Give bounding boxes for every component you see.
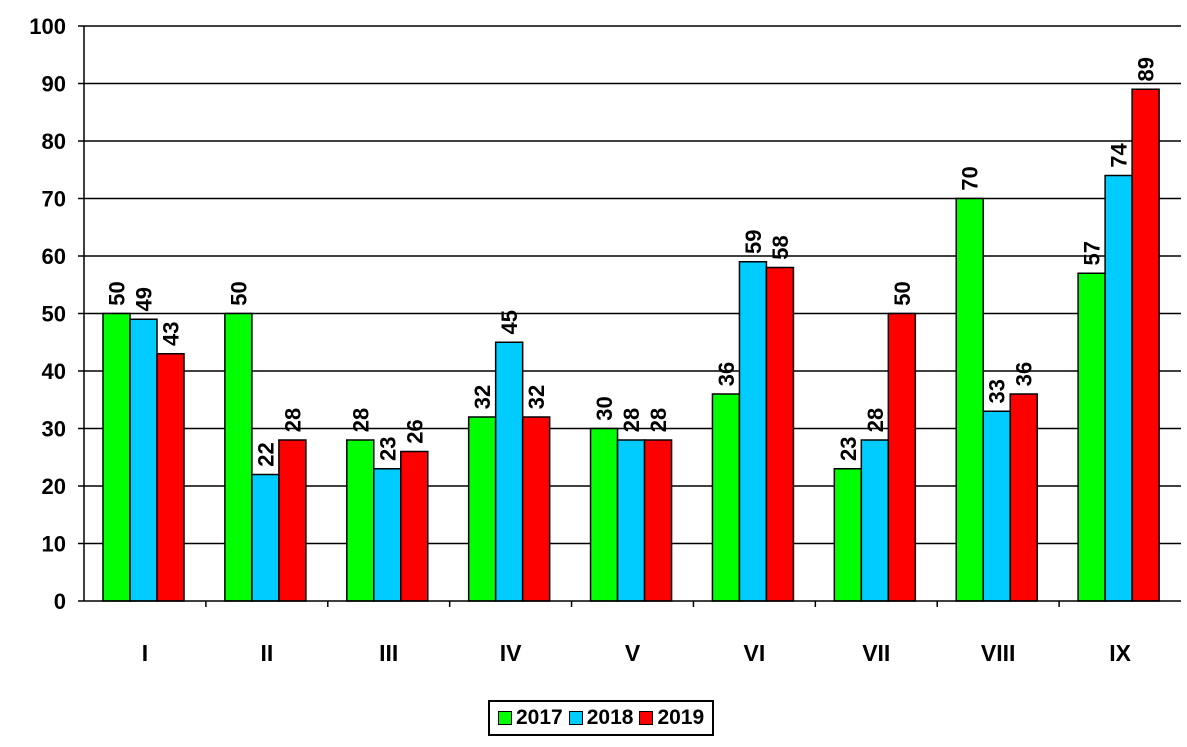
x-tick-label-IV: IV — [500, 640, 522, 666]
data-label-2019-VII: 50 — [890, 281, 915, 305]
y-tick-label-30: 30 — [42, 417, 66, 442]
bar-2019-V — [643, 439, 673, 602]
bar-2019-IX — [1131, 88, 1160, 602]
data-label-2018-VII: 28 — [863, 408, 888, 432]
bar-2018-II — [251, 473, 280, 602]
bar-2019-II — [278, 439, 307, 602]
bar-2017-IV — [467, 416, 497, 602]
data-label-2019-I: 43 — [159, 322, 184, 346]
data-label-2017-III: 28 — [348, 408, 373, 432]
legend: 2017 2018 2019 — [488, 700, 715, 736]
y-tick-label-60: 60 — [42, 244, 66, 269]
legend-label-2018: 2018 — [586, 706, 634, 729]
y-tick-label-20: 20 — [42, 474, 66, 499]
bar-2017-II — [224, 312, 253, 602]
y-tick-label-0: 0 — [54, 589, 66, 614]
data-label-2018-IV: 45 — [497, 310, 522, 334]
legend-item-2018: 2018 — [568, 706, 634, 730]
bar-2017-VI — [711, 393, 741, 602]
legend-label-2019: 2019 — [657, 706, 705, 729]
bar-2018-V — [616, 439, 646, 602]
bar-2018-IV — [494, 341, 524, 602]
bar-2018-VIII — [982, 410, 1011, 602]
x-tick-label-IX: IX — [1109, 640, 1131, 666]
y-tick-label-40: 40 — [42, 359, 66, 384]
x-tick-label-III: III — [379, 640, 398, 666]
y-tick-label-100: 100 — [29, 14, 66, 39]
bar-2017-VIII — [955, 197, 984, 602]
legend-item-2019: 2019 — [639, 706, 704, 730]
data-label-2018-VI: 59 — [741, 230, 766, 254]
data-label-2017-VII: 23 — [836, 437, 861, 461]
bar-2019-VII — [887, 312, 917, 602]
legend-swatch-2017 — [498, 711, 512, 725]
bar-2019-III — [400, 450, 429, 602]
bar-2017-III — [346, 439, 375, 602]
bar-2018-VII — [860, 439, 890, 602]
bar-2019-IV — [521, 416, 551, 602]
x-tick-label-V: V — [625, 640, 641, 666]
data-label-2017-IX: 57 — [1080, 241, 1105, 265]
data-label-2017-V: 30 — [592, 396, 617, 420]
y-tick-label-80: 80 — [42, 129, 66, 154]
x-tick-label-VIII: VIII — [981, 640, 1016, 666]
bar-2017-I — [102, 312, 131, 602]
x-tick-label-VI: VI — [744, 640, 766, 666]
bar-2019-VIII — [1009, 393, 1038, 602]
data-label-2019-V: 28 — [646, 408, 671, 432]
data-label-2018-II: 22 — [253, 442, 278, 466]
y-tick-label-10: 10 — [42, 532, 66, 557]
bar-2019-VI — [765, 266, 795, 602]
data-label-2019-VI: 58 — [768, 235, 793, 259]
bar-2017-V — [589, 427, 619, 602]
y-tick-label-50: 50 — [42, 302, 66, 327]
x-tick-label-VII: VII — [862, 640, 890, 666]
legend-item-2017: 2017 — [498, 706, 563, 730]
y-tick-label-90: 90 — [42, 72, 66, 97]
data-label-2018-V: 28 — [619, 408, 644, 432]
bar-2018-VI — [738, 261, 768, 602]
x-tick-label-II: II — [260, 640, 273, 666]
data-label-2017-VIII: 70 — [958, 166, 983, 190]
data-label-2019-IX: 89 — [1134, 57, 1159, 81]
legend-label-2017: 2017 — [516, 706, 563, 729]
bar-2017-VII — [833, 468, 863, 602]
data-label-2017-IV: 32 — [470, 385, 495, 409]
data-label-2017-II: 50 — [226, 281, 251, 305]
data-label-2017-VI: 36 — [714, 362, 739, 386]
x-tick-label-I: I — [142, 640, 148, 666]
data-label-2018-III: 23 — [375, 437, 400, 461]
data-label-2019-VIII: 36 — [1012, 362, 1037, 386]
y-tick-label-70: 70 — [42, 187, 66, 212]
legend-swatch-2018 — [568, 711, 583, 725]
bar-2018-IX — [1104, 174, 1133, 602]
data-label-2019-IV: 32 — [524, 385, 549, 409]
bar-2019-I — [156, 353, 185, 602]
data-label-2019-III: 26 — [402, 419, 427, 443]
bar-2018-I — [129, 318, 158, 602]
data-label-2017-I: 50 — [105, 281, 130, 305]
bar-2018-III — [373, 468, 402, 602]
data-label-2019-II: 28 — [280, 408, 305, 432]
bar-2017-IX — [1077, 272, 1106, 602]
data-label-2018-VIII: 33 — [985, 379, 1010, 403]
data-label-2018-IX: 74 — [1107, 143, 1132, 168]
data-label-2018-I: 49 — [132, 287, 157, 311]
legend-swatch-2019 — [639, 711, 654, 725]
